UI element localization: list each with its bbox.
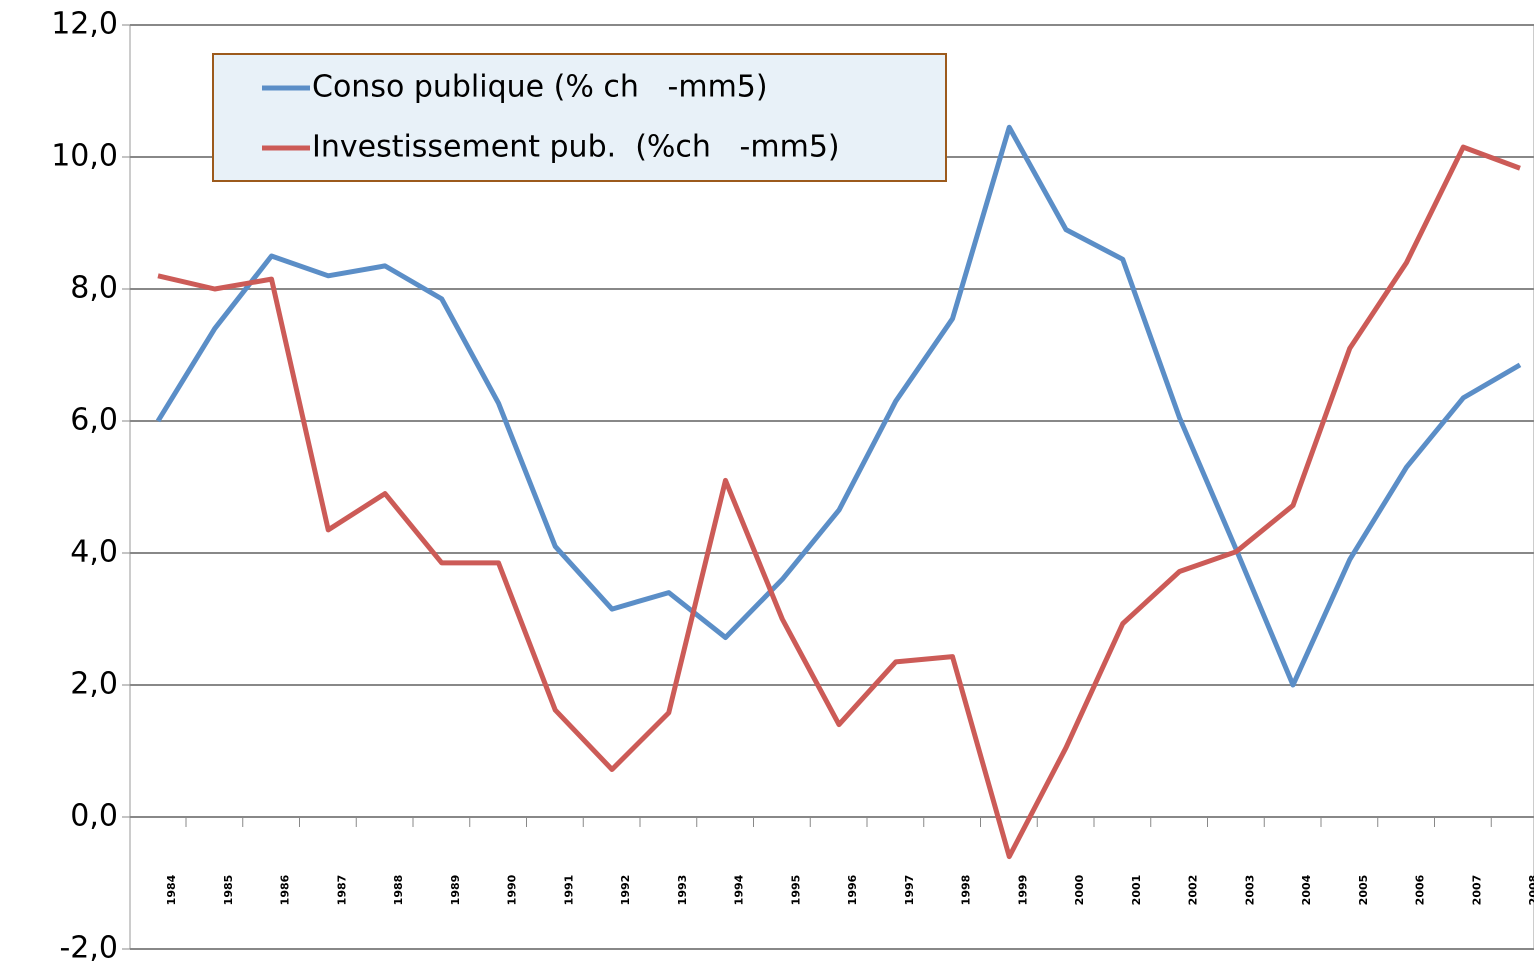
x-tick-label: 1995 [789, 875, 802, 906]
x-tick-label: 2008 [1527, 875, 1534, 906]
x-tick-label: 1997 [903, 875, 916, 906]
y-tick-label: 8,0 [70, 271, 118, 306]
legend-label: Investissement pub. (%ch -mm5) [312, 130, 840, 165]
legend-label: Conso publique (% ch -mm5) [312, 70, 768, 105]
x-tick-label: 1985 [222, 875, 235, 906]
x-tick-label: 2003 [1243, 875, 1256, 906]
x-tick-label: 1992 [619, 875, 632, 906]
x-tick-label: 1999 [1016, 875, 1029, 906]
x-tick-label: 1989 [449, 875, 462, 906]
x-tick-label: 2007 [1470, 875, 1483, 906]
y-tick-label: 0,0 [70, 799, 118, 834]
x-tick-label: 2006 [1414, 874, 1427, 905]
x-tick-label: 1987 [335, 875, 348, 906]
x-tick-label: 1988 [392, 875, 405, 906]
legend [212, 53, 947, 182]
x-tick-label: 2002 [1187, 875, 1200, 906]
y-tick-label: 2,0 [70, 667, 118, 702]
x-tick-label: 1990 [506, 874, 519, 905]
series-line [157, 144, 1521, 860]
x-tick-label: 1984 [165, 874, 178, 905]
x-tick-label: 2000 [1073, 874, 1086, 905]
y-tick-label: 12,0 [51, 7, 118, 42]
y-tick-label: -2,0 [59, 931, 118, 966]
x-tick-label: 2004 [1300, 874, 1313, 905]
series-line [155, 124, 1522, 688]
x-tick-label: 2005 [1357, 875, 1370, 906]
x-tick-label: 1994 [733, 874, 746, 905]
x-tick-label: 1991 [562, 875, 575, 906]
y-tick-label: 6,0 [70, 403, 118, 438]
x-tick-label: 1996 [846, 874, 859, 905]
x-tick-label: 1998 [960, 875, 973, 906]
y-tick-label: 10,0 [51, 139, 118, 174]
y-tick-label: 4,0 [70, 535, 118, 570]
x-tick-label: 1986 [279, 874, 292, 905]
x-tick-label: 1993 [676, 875, 689, 906]
x-tick-label: 2001 [1130, 875, 1143, 906]
